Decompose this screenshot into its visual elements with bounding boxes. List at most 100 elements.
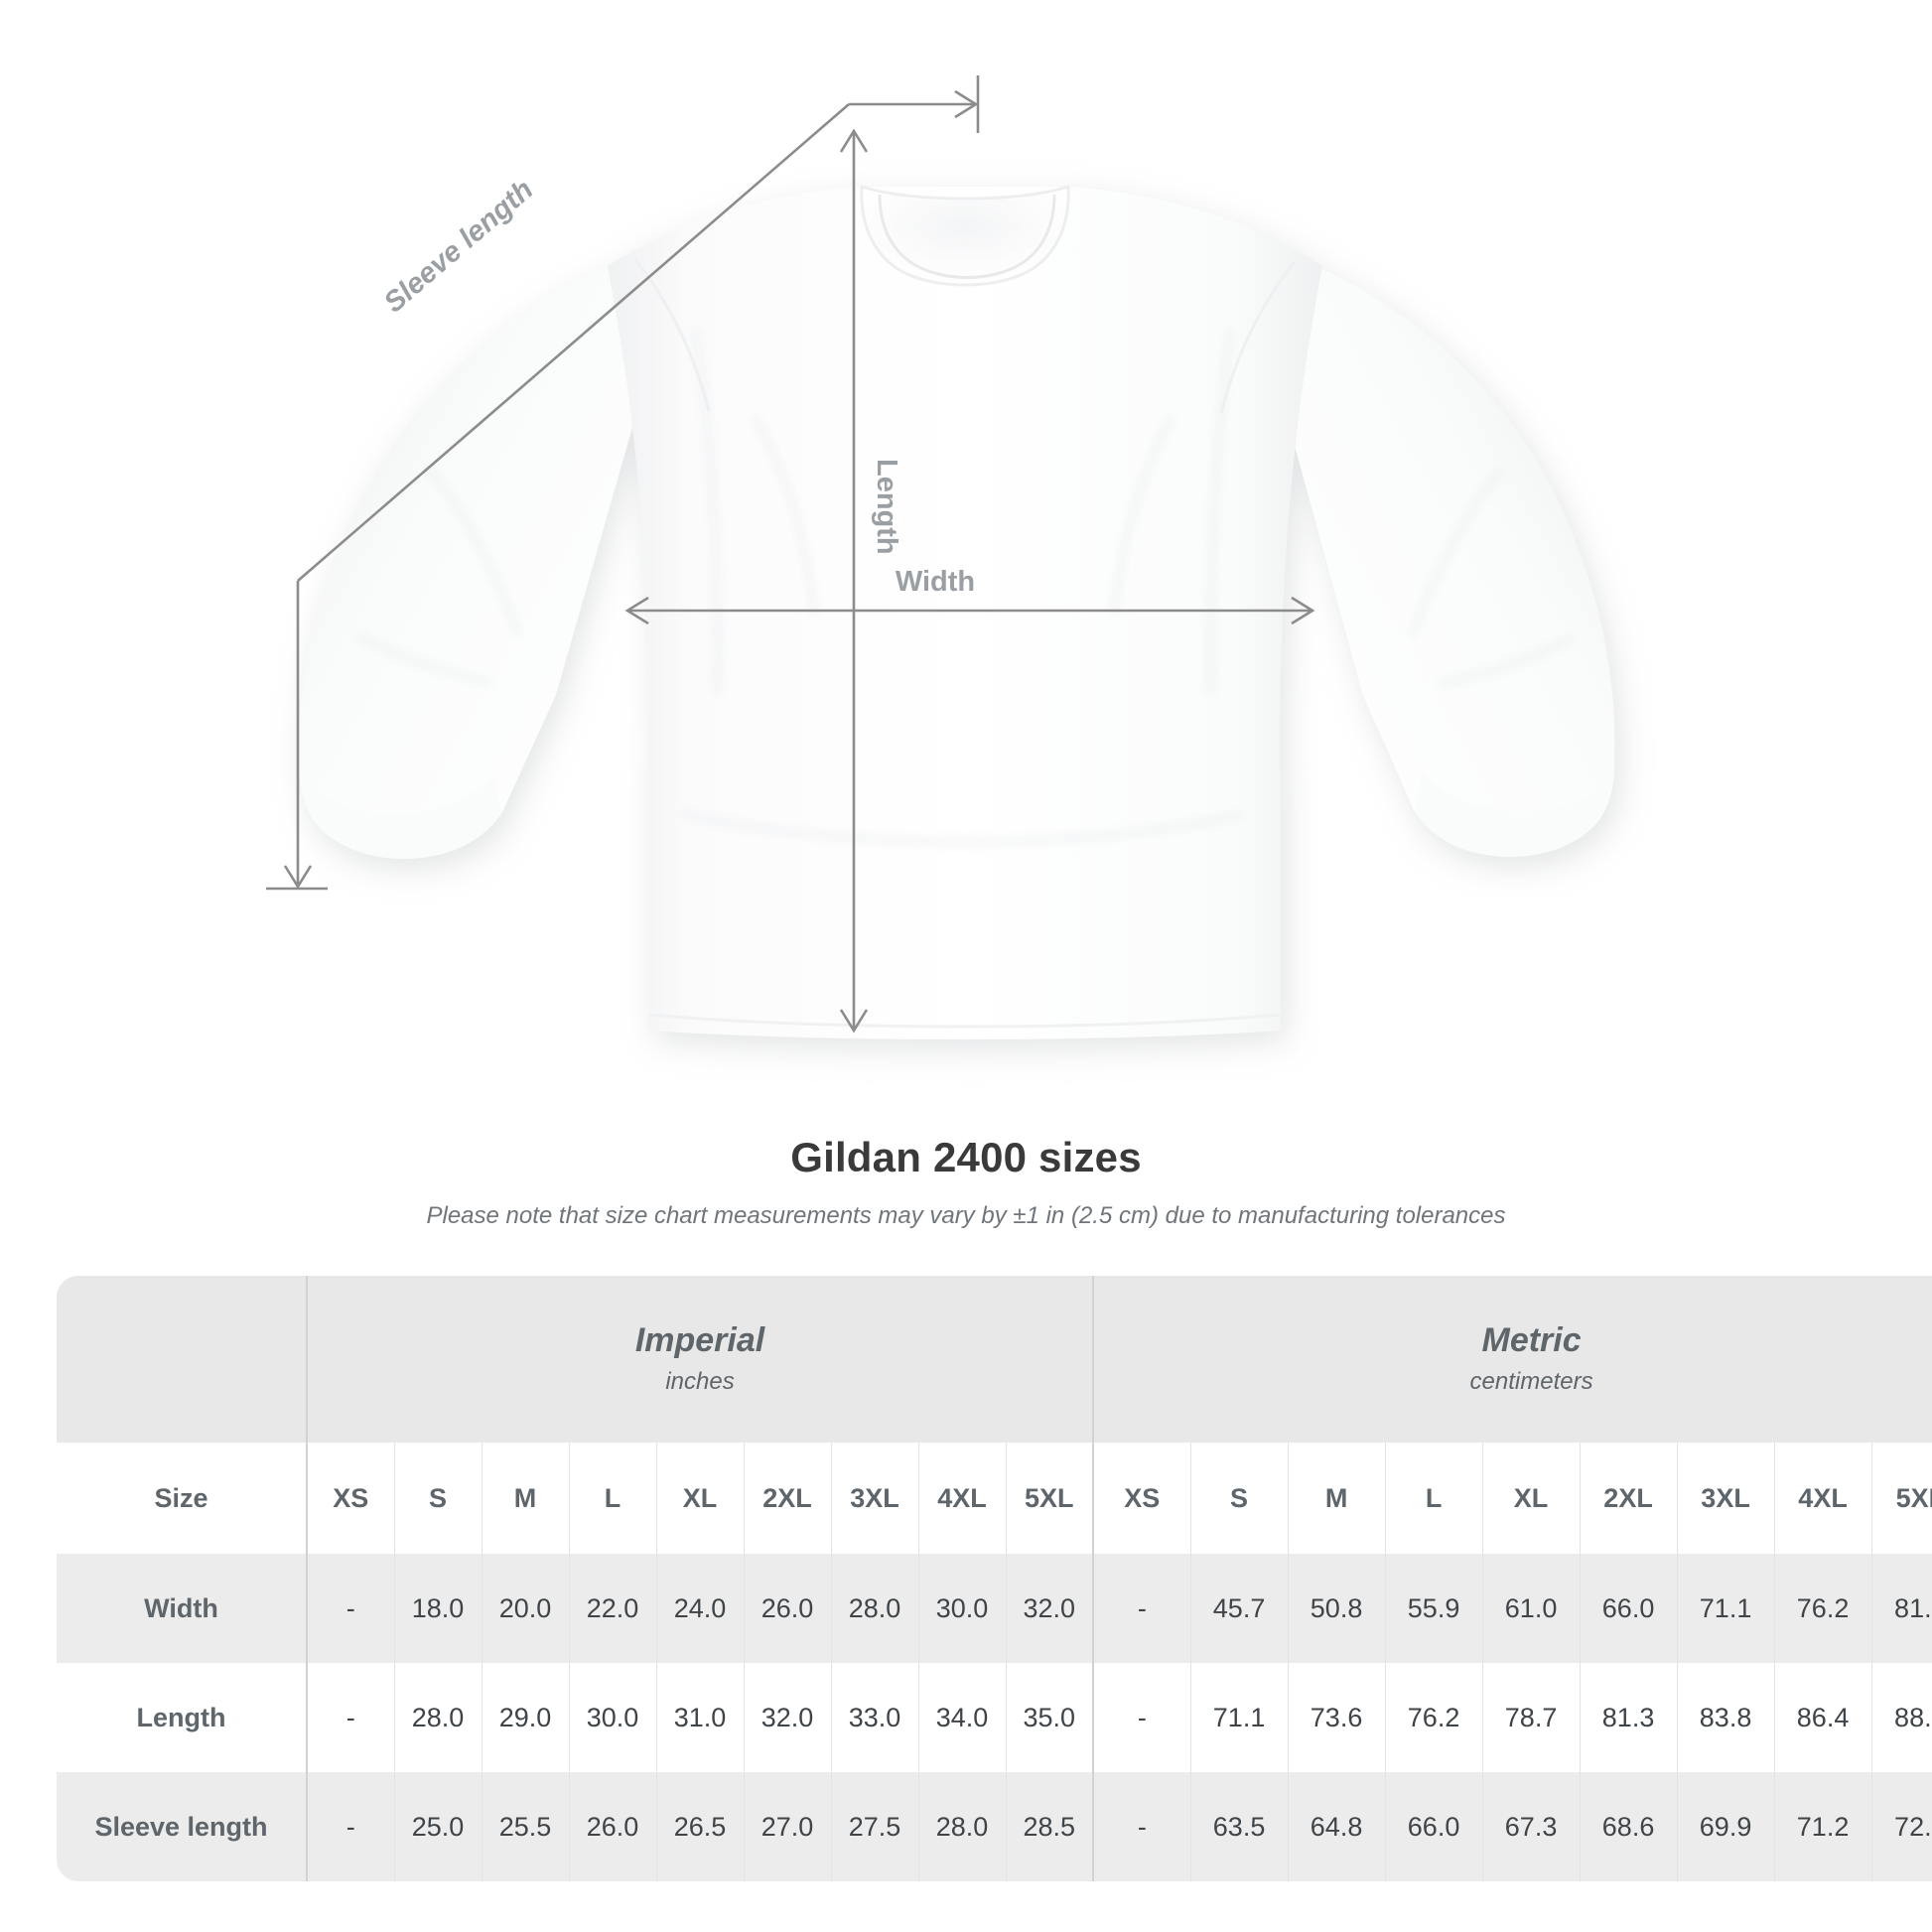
size-header-row: Size XS S M L XL 2XL 3XL 4XL 5XL XS S M … <box>57 1443 1932 1554</box>
collar <box>860 185 1070 287</box>
size-header-imperial-m: M <box>482 1443 570 1554</box>
cell-width-in-m: 20.0 <box>482 1554 570 1663</box>
cell-width-in-l: 22.0 <box>569 1554 657 1663</box>
shirt-body <box>608 187 1322 1039</box>
size-header-imperial-3xl: 3XL <box>831 1443 919 1554</box>
cell-sleeve-cm-4xl: 71.2 <box>1774 1772 1872 1881</box>
cell-sleeve-in-3xl: 27.5 <box>831 1772 919 1881</box>
cell-width-cm-m: 50.8 <box>1288 1554 1386 1663</box>
width-dimension <box>624 596 1315 625</box>
cell-length-in-4xl: 34.0 <box>918 1663 1007 1772</box>
cell-width-in-4xl: 30.0 <box>918 1554 1007 1663</box>
cell-length-cm-4xl: 86.4 <box>1774 1663 1872 1772</box>
cell-sleeve-in-m: 25.5 <box>482 1772 570 1881</box>
size-header-metric-3xl: 3XL <box>1677 1443 1775 1554</box>
unit-sub-imperial: inches <box>665 1368 735 1395</box>
tolerance-note: Please note that size chart measurements… <box>426 1202 1506 1229</box>
size-header-metric-xs: XS <box>1093 1443 1191 1554</box>
width-arrowhead-left <box>624 596 649 625</box>
collar-inner <box>878 194 1056 279</box>
table-row: Width - 18.0 20.0 22.0 24.0 26.0 28.0 30… <box>57 1554 1932 1663</box>
cell-width-cm-xs: - <box>1093 1554 1191 1663</box>
cell-width-in-3xl: 28.0 <box>831 1554 919 1663</box>
table-row: Length - 28.0 29.0 30.0 31.0 32.0 33.0 3… <box>57 1663 1932 1772</box>
left-cuff <box>299 757 501 860</box>
size-header-imperial-5xl: 5XL <box>1006 1443 1095 1554</box>
size-header-metric-s: S <box>1190 1443 1289 1554</box>
length-arrowhead-up <box>839 128 869 153</box>
cell-length-in-3xl: 33.0 <box>831 1663 919 1772</box>
hem-line <box>648 1013 1282 1029</box>
cell-width-cm-3xl: 71.1 <box>1677 1554 1775 1663</box>
size-header-imperial-xs: XS <box>307 1443 395 1554</box>
sleeve-arrowhead-right <box>954 89 979 119</box>
title-block: Gildan 2400 sizes Please note that size … <box>0 1132 1932 1231</box>
cell-sleeve-in-2xl: 27.0 <box>744 1772 832 1881</box>
row-label-width: Width <box>57 1554 308 1663</box>
length-arrowhead-down <box>839 1009 869 1034</box>
unit-header-imperial: Imperial inches <box>307 1276 1095 1443</box>
length-label: Length <box>871 459 902 555</box>
cell-sleeve-in-5xl: 28.5 <box>1006 1772 1095 1881</box>
cell-width-cm-5xl: 81.3 <box>1871 1554 1932 1663</box>
sleeve-diagonal <box>297 103 850 582</box>
sleeve-length-label: Sleeve length <box>378 174 539 319</box>
size-header-imperial-2xl: 2XL <box>744 1443 832 1554</box>
size-header-metric-5xl: 5XL <box>1871 1443 1932 1554</box>
left-sleeve <box>299 266 635 858</box>
width-label: Width <box>896 566 975 598</box>
page-title: Gildan 2400 sizes <box>790 1134 1142 1180</box>
cell-length-in-xl: 31.0 <box>656 1663 745 1772</box>
measurement-overlays <box>266 75 1315 1034</box>
cell-width-in-xs: - <box>307 1554 395 1663</box>
cell-length-cm-s: 71.1 <box>1190 1663 1289 1772</box>
cell-sleeve-cm-m: 64.8 <box>1288 1772 1386 1881</box>
cell-length-cm-xs: - <box>1093 1663 1191 1772</box>
cell-length-cm-5xl: 88.9 <box>1871 1663 1932 1772</box>
row-label-sleeve-length: Sleeve length <box>57 1772 308 1881</box>
cell-width-in-5xl: 32.0 <box>1006 1554 1095 1663</box>
cell-width-cm-s: 45.7 <box>1190 1554 1289 1663</box>
cell-sleeve-in-l: 26.0 <box>569 1772 657 1881</box>
unit-name-metric: Metric <box>1481 1321 1582 1359</box>
cell-sleeve-in-s: 25.0 <box>394 1772 483 1881</box>
cell-sleeve-cm-s: 63.5 <box>1190 1772 1289 1881</box>
cell-width-in-xl: 24.0 <box>656 1554 745 1663</box>
length-dimension <box>839 128 869 1034</box>
right-sleeve <box>1287 268 1615 856</box>
cell-length-in-s: 28.0 <box>394 1663 483 1772</box>
cell-length-cm-2xl: 81.3 <box>1580 1663 1678 1772</box>
size-header-metric-xl: XL <box>1482 1443 1581 1554</box>
size-table: Imperial inches Metric centimeters Size … <box>57 1276 1932 1881</box>
right-shoulder-seam <box>1219 261 1297 414</box>
cell-sleeve-cm-l: 66.0 <box>1385 1772 1483 1881</box>
fabric-folds <box>355 327 1575 845</box>
cell-width-in-2xl: 26.0 <box>744 1554 832 1663</box>
tshirt-diagram: Sleeve length Length Width <box>266 75 1615 1039</box>
cell-length-cm-m: 73.6 <box>1288 1663 1386 1772</box>
size-header-imperial-4xl: 4XL <box>918 1443 1007 1554</box>
sleeve-arrowhead-down <box>283 865 313 890</box>
table-row: Sleeve length - 25.0 25.5 26.0 26.5 27.0… <box>57 1772 1932 1881</box>
size-header-imperial-l: L <box>569 1443 657 1554</box>
size-header-metric-2xl: 2XL <box>1580 1443 1678 1554</box>
unit-header-metric: Metric centimeters <box>1093 1276 1932 1443</box>
cell-sleeve-in-xs: - <box>307 1772 395 1881</box>
size-header-metric-4xl: 4XL <box>1774 1443 1872 1554</box>
right-cuff <box>1415 755 1615 858</box>
cell-length-in-xs: - <box>307 1663 395 1772</box>
cell-sleeve-cm-3xl: 69.9 <box>1677 1772 1775 1881</box>
cell-length-in-l: 30.0 <box>569 1663 657 1772</box>
cell-length-cm-3xl: 83.8 <box>1677 1663 1775 1772</box>
unit-name-imperial: Imperial <box>634 1321 765 1359</box>
cell-width-cm-2xl: 66.0 <box>1580 1554 1678 1663</box>
cell-sleeve-cm-xs: - <box>1093 1772 1191 1881</box>
unit-header-row: Imperial inches Metric centimeters <box>57 1276 1932 1443</box>
cell-width-cm-l: 55.9 <box>1385 1554 1483 1663</box>
cell-sleeve-cm-2xl: 68.6 <box>1580 1772 1678 1881</box>
garment-illustration: Sleeve length Length Width <box>266 75 1615 1039</box>
size-header-imperial-s: S <box>394 1443 483 1554</box>
cell-length-in-m: 29.0 <box>482 1663 570 1772</box>
unit-header-spacer <box>57 1276 308 1443</box>
